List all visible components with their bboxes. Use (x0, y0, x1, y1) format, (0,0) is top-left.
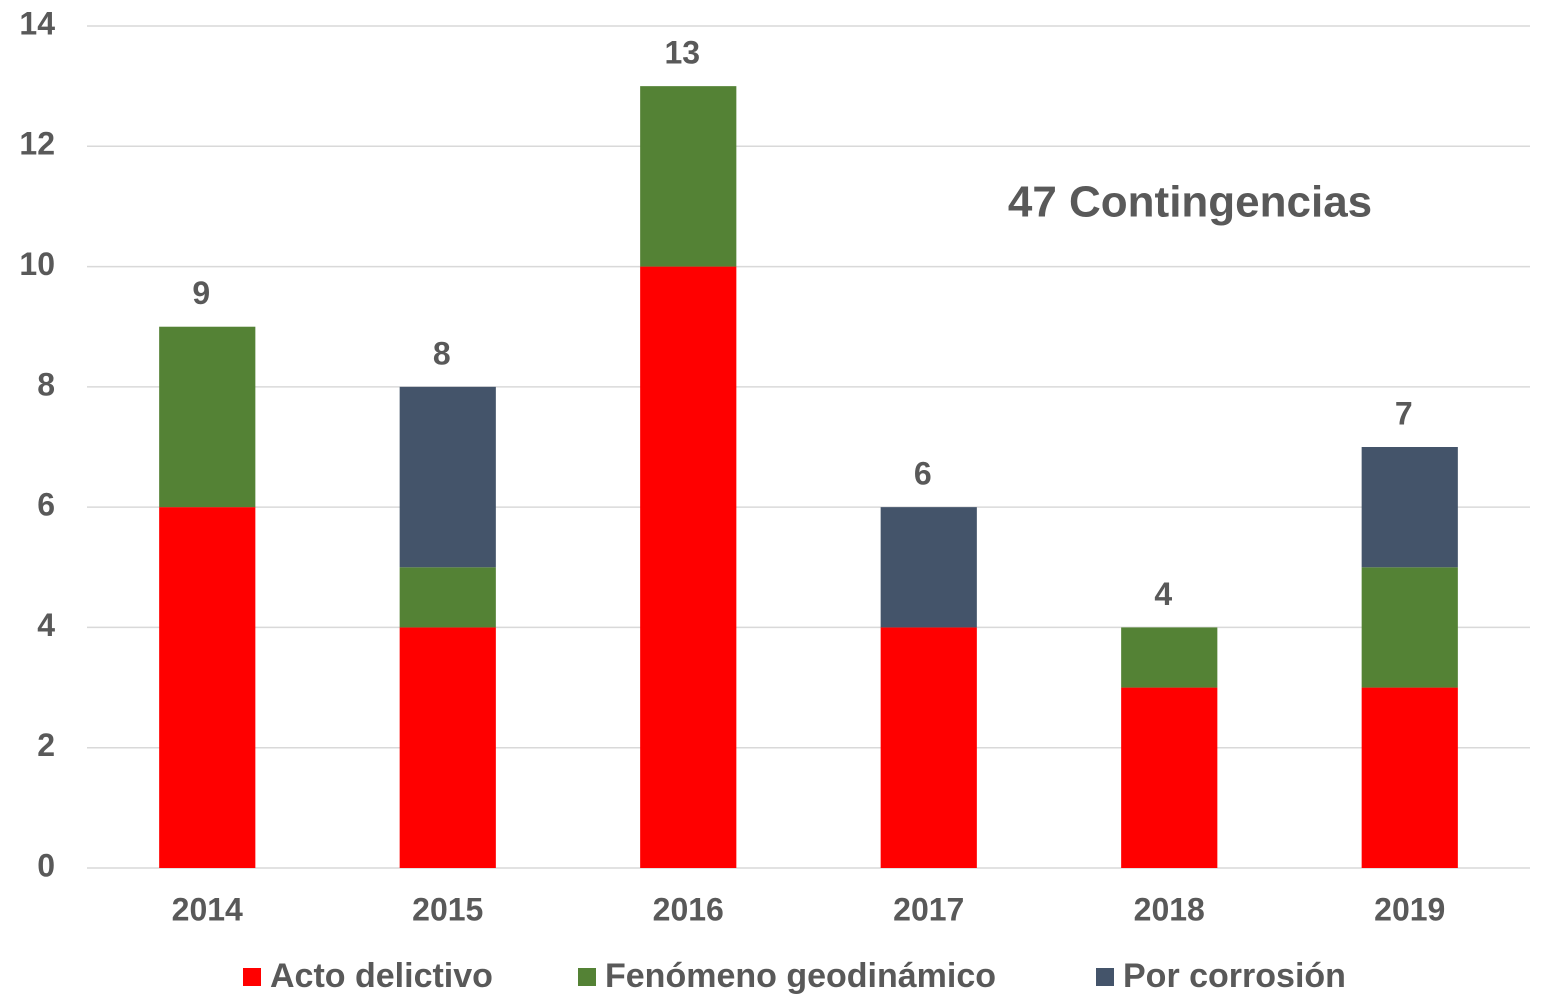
y-tick-label: 8 (37, 366, 55, 402)
x-tick-label: 2018 (1134, 891, 1205, 927)
y-tick-label: 2 (37, 727, 55, 763)
legend-swatch (1096, 968, 1114, 986)
bar-segment (1361, 567, 1458, 688)
legend-label: Por corrosión (1123, 957, 1346, 995)
x-tick-label: 2017 (893, 891, 964, 927)
legend-label: Fenómeno geodinámico (605, 957, 996, 995)
y-tick-label: 10 (19, 246, 55, 282)
y-tick-label: 6 (37, 487, 55, 523)
bar-segment (399, 567, 496, 628)
legend-label: Acto delictivo (270, 957, 493, 995)
bar-segment (880, 507, 977, 628)
total-label: 7 (1395, 395, 1413, 431)
bar-segment (1121, 627, 1218, 688)
legend-swatch (243, 968, 261, 986)
x-tick-label: 2015 (412, 891, 483, 927)
bar-segment (399, 386, 496, 568)
bar-segment (1361, 447, 1458, 568)
bar-segment (880, 627, 977, 868)
total-label: 6 (914, 456, 932, 492)
total-label: 13 (664, 35, 700, 71)
bar-segment (159, 326, 256, 508)
total-label: 4 (1154, 576, 1172, 612)
x-tick-label: 2016 (653, 891, 724, 927)
bar-segment (640, 86, 737, 267)
y-tick-label: 0 (37, 847, 55, 883)
legend-swatch (578, 968, 596, 986)
annotation: 47 Contingencias (1008, 178, 1372, 227)
y-tick-label: 12 (19, 126, 55, 162)
bar-segment (1121, 687, 1218, 868)
y-tick-label: 4 (37, 607, 55, 643)
bar-segment (1361, 687, 1458, 868)
bar-segment (159, 507, 256, 868)
total-label: 9 (192, 275, 210, 311)
x-tick-label: 2014 (172, 891, 243, 927)
bar-segment (640, 266, 737, 869)
bar-segment (399, 627, 496, 868)
y-tick-label: 14 (19, 5, 55, 41)
total-label: 8 (433, 335, 451, 371)
x-tick-label: 2019 (1374, 891, 1445, 927)
